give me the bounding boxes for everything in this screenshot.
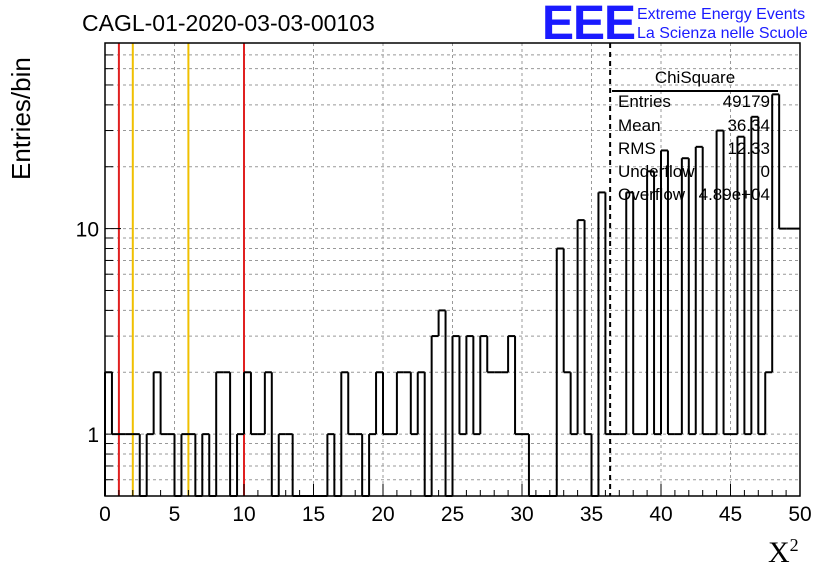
logo-line-1: Extreme Energy Events	[637, 6, 806, 23]
stats-divider	[612, 90, 778, 92]
x-tick-label: 5	[169, 503, 181, 526]
x-tick-label: 50	[788, 503, 811, 526]
x-axis-label-sup: 2	[789, 535, 799, 555]
y-tick-label: 1	[87, 424, 99, 447]
chart-title: CAGL-01-2020-03-03-00103	[82, 10, 375, 36]
x-tick-label: 45	[719, 503, 742, 526]
stat-value: 0	[760, 162, 770, 181]
x-tick-label: 30	[510, 503, 533, 526]
logo-line-2: La Scienza nelle Scuole	[637, 25, 808, 42]
stat-key: Underflow	[618, 162, 695, 181]
stat-key: Overflow	[618, 185, 686, 204]
x-tick-label: 35	[580, 503, 603, 526]
x-tick-label: 10	[232, 503, 255, 526]
x-tick-label: 25	[441, 503, 464, 526]
stat-row-rms: RMS 12.33	[618, 139, 770, 163]
x-axis-label: X2	[768, 535, 799, 570]
x-tick-label: 0	[99, 503, 111, 526]
stat-row-underflow: Underflow 0	[618, 162, 770, 186]
stat-row-entries: Entries 49179	[618, 92, 770, 116]
stat-key: Entries	[618, 92, 671, 111]
stat-key: RMS	[618, 139, 656, 158]
x-tick-label: 20	[371, 503, 394, 526]
y-tick-label: 10	[76, 219, 99, 242]
x-axis-ticks: 0 5 10 15 20 25 30 35 40 45 50	[99, 484, 812, 526]
reference-lines	[117, 43, 612, 496]
y-axis-ticks: 1 10	[76, 54, 121, 481]
x-axis-label-base: X	[768, 536, 790, 569]
x-tick-label: 40	[649, 503, 672, 526]
stat-row-mean: Mean 36.34	[618, 116, 770, 140]
stats-box: ChiSquare Entries 49179 Mean 36.34 RMS 1…	[612, 66, 778, 206]
stats-title: ChiSquare	[654, 68, 736, 87]
eee-logo: EEE Extreme Energy Events La Scienza nel…	[542, 0, 832, 50]
stat-value: 36.34	[727, 116, 770, 135]
eee-logo-mark: EEE	[542, 0, 636, 50]
stat-value: 12.33	[727, 139, 770, 158]
stat-value: 4.89e+04	[698, 185, 770, 204]
x-tick-label: 15	[302, 503, 325, 526]
stat-row-overflow: Overflow 4.89e+04	[618, 185, 770, 209]
stat-value: 49179	[722, 92, 770, 111]
stat-key: Mean	[618, 116, 661, 135]
